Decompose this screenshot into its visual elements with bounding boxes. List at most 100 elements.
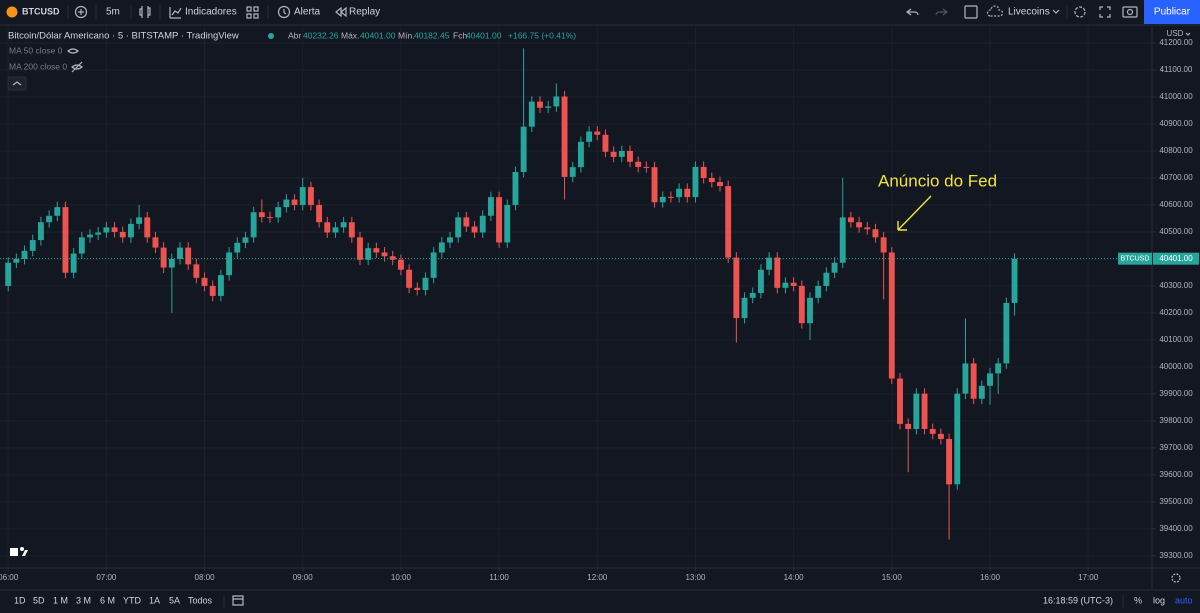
y-tick-label: 40300.00 [1159, 281, 1193, 290]
range-button[interactable]: YTD [123, 595, 142, 605]
x-tick-label: 15:00 [882, 573, 903, 582]
candle-body [193, 264, 200, 278]
range-button[interactable]: 6 M [100, 595, 115, 605]
y-tick-label: 39300.00 [1159, 551, 1193, 560]
currency[interactable]: USD [1167, 29, 1184, 38]
indicators-button[interactable]: Indicadores [169, 7, 237, 19]
alert-label: Alerta [294, 7, 321, 18]
candle-body [152, 237, 159, 248]
interval[interactable]: 5m [106, 7, 120, 18]
range-button[interactable]: 1 M [53, 595, 68, 605]
candle-body [1011, 258, 1018, 303]
candle-body [250, 212, 257, 238]
undo-icon[interactable] [906, 8, 919, 16]
y-tick-label: 39900.00 [1159, 389, 1193, 398]
indicator-label[interactable]: MA 200 close 0 [9, 61, 67, 71]
candle-body [136, 217, 143, 224]
candle-body [954, 393, 961, 485]
alert-icon [277, 5, 291, 19]
candle-body [700, 166, 707, 178]
range-button[interactable]: 5D [33, 595, 45, 605]
hide-icon[interactable] [71, 61, 83, 73]
btc-icon [6, 6, 18, 18]
settings-icon[interactable] [1074, 6, 1086, 18]
indicator-label[interactable]: MA 50 close 0 [9, 45, 63, 55]
candle-body [127, 223, 134, 238]
x-tick-label: 09:00 [293, 573, 314, 582]
range-button[interactable]: 3 M [76, 595, 91, 605]
layout-icon[interactable] [964, 5, 978, 19]
range-button[interactable]: 5A [169, 595, 180, 605]
candle-body [21, 250, 28, 259]
price-tag-label: 40401.00 [1159, 254, 1193, 263]
candle-body [913, 393, 920, 429]
tv-logo [10, 547, 28, 556]
legend-open: 40232.26 [303, 30, 339, 40]
x-tick-label: 16:00 [980, 573, 1001, 582]
candle-body [381, 252, 388, 257]
layout-button[interactable]: Livecoins [986, 5, 1060, 18]
camera-icon [1126, 8, 1134, 16]
candle-body [880, 237, 887, 253]
candle-body [479, 215, 486, 233]
replay-button[interactable]: Replay [335, 6, 380, 18]
range-button[interactable]: 1A [149, 595, 160, 605]
replay-icon [335, 6, 347, 18]
hide-icon[interactable] [67, 48, 79, 54]
candle-body [970, 363, 977, 399]
y-tick-label: 39500.00 [1159, 497, 1193, 506]
candle-body [234, 242, 241, 253]
candle-body [29, 240, 36, 251]
candle-body [226, 252, 233, 276]
toolbar: BTCUSD 5m Indicadores Alerta Replay Live… [0, 0, 1200, 26]
templates-icon[interactable] [246, 6, 259, 19]
collapse-button[interactable] [7, 76, 27, 91]
date-range-icon[interactable] [232, 595, 244, 606]
auto-toggle[interactable]: auto [1175, 595, 1193, 605]
chevron-icon [1185, 32, 1191, 36]
candle-body [504, 204, 511, 243]
candle-body [242, 237, 249, 243]
x-tick-label: 12:00 [587, 573, 608, 582]
chart-type-icon[interactable] [139, 6, 151, 18]
fullscreen-icon[interactable] [1099, 6, 1111, 18]
x-tick-label: 06:00 [0, 573, 19, 582]
candle-body [594, 131, 601, 135]
candle-body [667, 196, 674, 198]
axis-settings-icon[interactable] [1171, 573, 1181, 583]
candle-body [888, 252, 895, 379]
candle-body [357, 237, 363, 260]
cloud-icon [986, 5, 1004, 17]
publish-button[interactable] [1144, 0, 1200, 24]
candle-body [872, 229, 879, 238]
candle-body [831, 262, 838, 273]
candle-body [569, 167, 576, 177]
snapshot-button[interactable] [1122, 6, 1138, 18]
range-button[interactable]: 1D [14, 595, 26, 605]
candle-body [78, 237, 85, 254]
log-toggle[interactable]: log [1153, 595, 1165, 605]
candle-body [217, 275, 224, 296]
redo-icon[interactable] [935, 8, 948, 16]
candle-body [13, 258, 20, 263]
candle-body [144, 217, 151, 238]
candle-body [307, 187, 314, 205]
candle-body [561, 96, 568, 177]
candle-body [847, 217, 854, 223]
candle-body [635, 161, 642, 167]
candle-body [798, 285, 805, 324]
candle-body [324, 222, 331, 233]
y-tick-label: 40600.00 [1159, 200, 1193, 209]
compare-button[interactable] [74, 5, 88, 19]
candle-body [185, 247, 192, 265]
alert-button[interactable]: Alerta [277, 5, 321, 19]
collapse-icon [12, 81, 22, 86]
y-tick-label: 41200.00 [1159, 38, 1193, 47]
percent-toggle[interactable]: % [1134, 595, 1142, 605]
symbol-button[interactable]: BTCUSD [6, 6, 60, 18]
market-status [268, 33, 274, 39]
legend-title: Bitcoin/Dólar Americano · 5 · BITSTAMP ·… [8, 31, 239, 42]
candle-body [160, 247, 167, 268]
range-button[interactable]: Todos [188, 595, 213, 605]
